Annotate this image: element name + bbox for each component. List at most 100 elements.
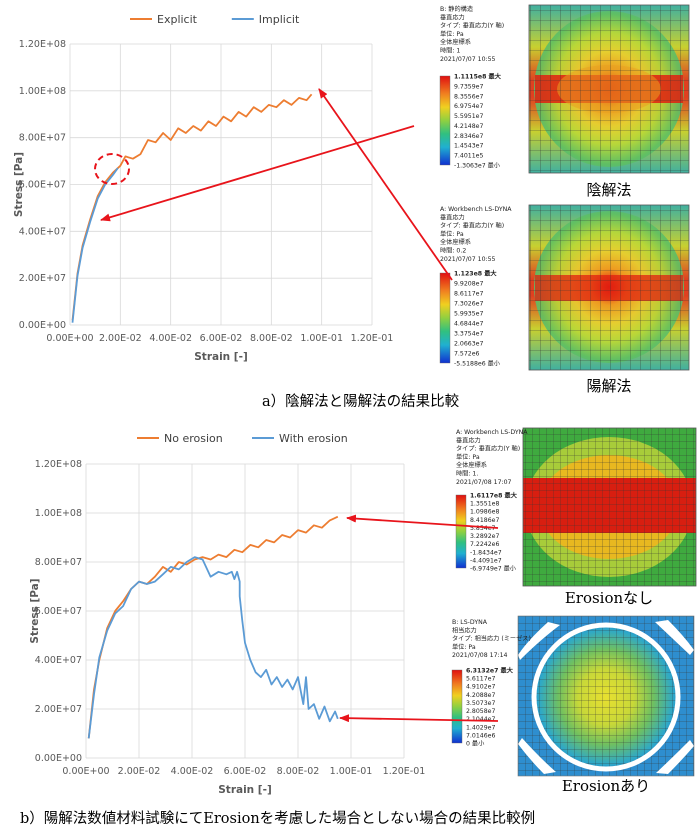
y-tick-label: 4.00E+07 [35, 655, 82, 666]
y-axis-label: Stress [Pa] [13, 152, 25, 217]
x-tick-label: 8.00E-02 [250, 333, 293, 344]
legend-header-line: 時間: 1 [440, 48, 460, 55]
legend-value: 9.7359e7 [454, 83, 483, 90]
y-tick-label: 1.00E+08 [19, 86, 66, 97]
y-tick-label: 8.00E+07 [35, 557, 82, 568]
legend-value: 2.0663e7 [454, 341, 483, 348]
legend-value: 2.8058e7 [466, 708, 495, 715]
legend-value: 2.1044e7 [466, 716, 495, 723]
legend-header-line: タイプ: 垂直応力(Y 軸) [440, 222, 504, 230]
series-line-implicit [71, 167, 119, 323]
series-line-explicit [71, 93, 313, 321]
legend-label-with-erosion: With erosion [279, 432, 348, 445]
legend-value: 5.5951e7 [454, 113, 483, 120]
legend-header-line: 単位: Pa [456, 453, 480, 461]
legend-value: 3.5073e7 [466, 700, 495, 707]
legend-header-line: タイプ: 垂直応力(Y 軸) [456, 445, 520, 453]
arrow-to-implicit [100, 125, 415, 222]
legend-header-line: 単位: Pa [440, 30, 464, 38]
legend-header-line: タイプ: 垂直応力(Y 軸) [440, 22, 504, 30]
color-scale-bar [455, 494, 467, 569]
y-tick-label: 1.20E+08 [19, 39, 66, 50]
legend-header-line: 2021/07/08 17:14 [452, 652, 508, 659]
legend-value: -4.4091e7 [470, 557, 502, 564]
legend-value: 8.3556e7 [454, 93, 483, 100]
x-tick-label: 1.20E-01 [383, 766, 426, 777]
legend-value: 7.2242e6 [470, 541, 499, 548]
legend-value: 2.8346e7 [454, 133, 483, 140]
x-tick-label: 1.00E-01 [330, 766, 373, 777]
x-tick-label: 2.00E-02 [99, 333, 142, 344]
legend-header-line: 時間: 1. [456, 471, 478, 478]
y-tick-label: 0.00E+00 [19, 320, 66, 331]
legend-header-line: B: LS-DYNA [452, 619, 488, 626]
explicit-contour-image [528, 204, 690, 371]
legend-header-line: 垂直応力 [440, 13, 465, 21]
legend-header-line: 2021/07/07 10:55 [440, 56, 496, 63]
erosion-contour-image [517, 615, 695, 777]
legend-value: 4.6844e7 [454, 321, 483, 328]
legend-value: -1.8434e7 [470, 549, 502, 556]
arrow-to-no-erosion-end [346, 514, 499, 529]
legend-header-line: 2021/07/07 10:55 [440, 256, 496, 263]
x-axis-label: Strain [-] [218, 784, 272, 796]
legend-value: 7.0146e6 [466, 732, 495, 739]
y-tick-label: 6.00E+07 [19, 180, 66, 191]
legend-value: 5.9935e7 [454, 311, 483, 318]
legend-header-line: 単位: Pa [440, 230, 464, 238]
color-scale-bar [439, 75, 451, 166]
legend-value: 4.2148e7 [454, 123, 483, 130]
legend-header-line: 2021/07/08 17:07 [456, 479, 512, 486]
x-tick-label: 4.00E-02 [171, 766, 214, 777]
legend-value: 7.572e6 [454, 351, 480, 358]
color-scale-bar [451, 669, 463, 744]
highlight-circle [94, 153, 130, 185]
legend-value: 1.6117e8 最大 [470, 492, 518, 500]
y-tick-label: 0.00E+00 [35, 753, 82, 764]
x-tick-label: 4.00E-02 [149, 333, 192, 344]
legend-value: 6.3132e7 最大 [466, 667, 514, 675]
legend-value: 6.9754e7 [454, 103, 483, 110]
legend-value: 1.1115e8 最大 [454, 73, 502, 81]
x-tick-label: 0.00E+00 [46, 333, 93, 344]
arrow-to-explicit-end [318, 88, 453, 281]
caption-b: b）陽解法数値材料試験にてErosionを考慮した場合としない場合の結果比較例 [20, 809, 535, 827]
legend-value: 8.6117e7 [454, 291, 483, 298]
caption-a: a）陰解法と陽解法の結果比較 [262, 392, 460, 410]
x-axis-label: Strain [-] [194, 351, 248, 363]
legend-header-line: 時間: 0.2 [440, 248, 466, 255]
y-tick-label: 8.00E+07 [19, 133, 66, 144]
y-tick-label: 1.00E+08 [35, 508, 82, 519]
y-tick-label: 4.00E+07 [19, 226, 66, 237]
legend-value: 4.2088e7 [466, 692, 495, 699]
x-tick-label: 0.00E+00 [62, 766, 109, 777]
arrow-to-erosion-end [339, 714, 499, 723]
legend-label-no-erosion: No erosion [164, 432, 223, 445]
legend-value: 1.0986e8 [470, 509, 499, 516]
x-tick-label: 1.20E-01 [351, 333, 394, 344]
y-tick-label: 6.00E+07 [35, 606, 82, 617]
legend-header-line: 垂直応力 [440, 213, 465, 221]
erosion-image-label: Erosionあり [562, 777, 650, 795]
legend-value: -5.5188e6 最小 [454, 360, 501, 368]
legend-label-explicit: Explicit [157, 13, 198, 26]
legend-header-line: 単位: Pa [452, 643, 476, 651]
legend-header-line: 全体座標系 [440, 238, 471, 246]
y-axis-label: Stress [Pa] [29, 578, 41, 643]
x-tick-label: 2.00E-02 [118, 766, 161, 777]
legend-header-line: A: Workbench LS-DYNA [440, 206, 512, 213]
implicit-contour-image [528, 4, 690, 174]
x-tick-label: 6.00E-02 [200, 333, 243, 344]
chart-b: 0.00E+00 2.00E+07 4.00E+07 6.00E+07 8.00E+07… [29, 432, 425, 796]
series-line-no-erosion [87, 515, 339, 739]
x-tick-label: 8.00E-02 [277, 766, 320, 777]
legend-header-line: 垂直応力 [456, 436, 481, 444]
x-tick-label: 6.00E-02 [224, 766, 267, 777]
legend-value: -6.9749e7 最小 [470, 565, 517, 573]
legend-value: 7.3026e7 [454, 301, 483, 308]
legend-header-line: 全体座標系 [440, 38, 471, 46]
